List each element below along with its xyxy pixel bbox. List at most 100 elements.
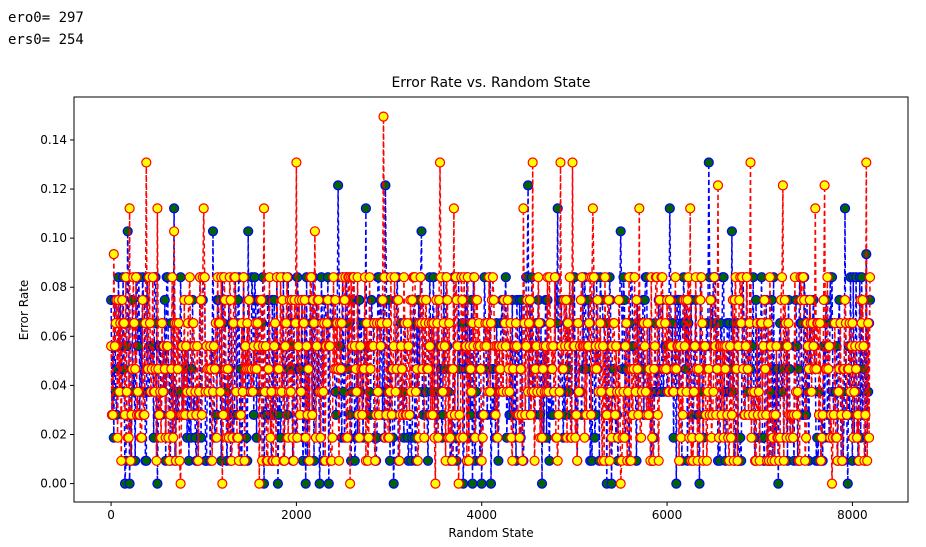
output-line-ers: ers0= 254 <box>8 32 84 48</box>
data-point <box>422 455 434 466</box>
data-point <box>643 409 654 420</box>
data-point <box>703 363 714 375</box>
data-point <box>529 455 540 466</box>
data-point <box>165 409 176 420</box>
data-point <box>536 478 548 489</box>
data-point <box>430 478 441 489</box>
data-point <box>536 432 548 443</box>
data-point <box>485 478 497 489</box>
data-point <box>642 318 653 329</box>
data-point <box>130 363 141 375</box>
data-point <box>238 272 249 283</box>
data-point <box>572 455 583 466</box>
data-point <box>492 432 503 443</box>
data-point <box>457 294 468 306</box>
data-point <box>525 409 536 420</box>
data-point <box>247 386 258 397</box>
data-point <box>260 341 271 352</box>
data-point <box>308 318 320 329</box>
data-point <box>192 341 203 352</box>
x-tick-label: 2000 <box>281 508 312 522</box>
data-point <box>671 478 682 489</box>
data-point <box>648 363 660 375</box>
data-point <box>131 272 142 283</box>
data-point <box>792 386 803 397</box>
data-point <box>330 294 341 306</box>
data-point <box>300 478 311 489</box>
data-point <box>770 409 781 420</box>
data-point <box>633 409 644 420</box>
data-point <box>631 294 642 306</box>
data-point <box>524 294 536 306</box>
data-point <box>357 409 368 420</box>
data-point <box>787 432 799 443</box>
data-point <box>384 432 395 443</box>
data-point <box>670 272 681 283</box>
data-point <box>599 272 611 283</box>
data-point <box>288 455 299 466</box>
data-point <box>791 409 802 420</box>
data-point <box>333 180 344 191</box>
data-point <box>562 318 574 329</box>
data-point <box>635 432 647 443</box>
data-point <box>198 203 209 214</box>
data-point <box>239 455 250 466</box>
data-point <box>640 386 651 397</box>
data-point <box>522 180 534 191</box>
data-point <box>218 409 229 420</box>
data-point <box>342 432 353 443</box>
data-point <box>705 294 716 306</box>
data-point <box>124 203 135 214</box>
data-point <box>386 409 397 420</box>
data-point <box>465 363 476 375</box>
plot-series-group <box>105 111 876 489</box>
data-point <box>725 432 737 443</box>
data-point <box>388 478 399 489</box>
data-point <box>390 386 401 397</box>
data-point <box>188 318 199 329</box>
data-point <box>407 294 418 306</box>
data-point <box>777 180 789 191</box>
data-point <box>773 478 784 489</box>
data-point <box>675 432 687 443</box>
data-point <box>222 363 233 375</box>
data-point <box>864 272 876 283</box>
data-point <box>467 478 478 489</box>
data-point <box>415 272 426 283</box>
data-point <box>225 294 236 306</box>
data-point <box>154 409 165 420</box>
data-point <box>592 294 603 306</box>
data-point <box>742 363 753 375</box>
data-point <box>377 294 388 306</box>
data-point <box>696 272 707 283</box>
data-point <box>403 341 414 352</box>
data-point <box>382 318 393 329</box>
data-point <box>384 455 396 466</box>
data-point <box>849 386 860 397</box>
data-point <box>596 386 607 397</box>
data-point <box>228 318 239 329</box>
data-point <box>139 409 150 420</box>
data-point <box>315 432 326 443</box>
data-point <box>587 203 599 214</box>
data-point <box>175 478 186 489</box>
data-point <box>817 409 828 420</box>
data-point <box>137 294 148 306</box>
data-point <box>657 272 668 283</box>
data-point <box>266 386 277 397</box>
data-point <box>839 294 851 306</box>
data-point <box>703 157 714 168</box>
data-point <box>230 272 241 283</box>
data-point <box>378 111 389 122</box>
data-point <box>196 409 207 420</box>
data-point <box>671 363 682 375</box>
data-point <box>523 318 535 329</box>
x-tick-label: 8000 <box>837 508 868 522</box>
data-point <box>193 455 204 466</box>
data-point <box>167 272 178 283</box>
data-point <box>746 432 757 443</box>
data-point <box>709 272 720 283</box>
data-point <box>393 294 404 306</box>
data-point <box>469 272 480 283</box>
data-point <box>510 318 522 329</box>
